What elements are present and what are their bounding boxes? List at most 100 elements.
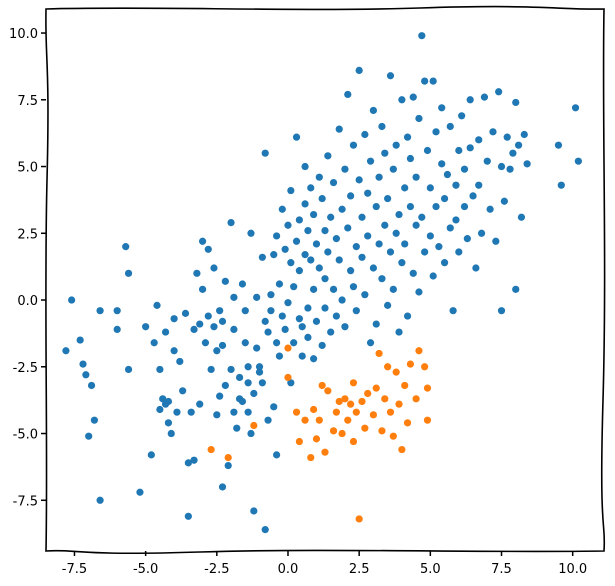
data-point bbox=[432, 128, 440, 136]
data-point bbox=[218, 317, 227, 325]
y-tick-label: 7.5 bbox=[17, 94, 38, 109]
data-point bbox=[295, 267, 303, 275]
data-point bbox=[472, 264, 480, 272]
data-point bbox=[378, 122, 386, 131]
data-point bbox=[338, 205, 346, 213]
data-point bbox=[324, 152, 332, 160]
data-point bbox=[338, 429, 346, 438]
data-point bbox=[401, 240, 409, 248]
data-point bbox=[412, 221, 420, 229]
data-point bbox=[429, 272, 437, 280]
x-tick-label: -2.5 bbox=[204, 562, 229, 577]
data-point bbox=[90, 416, 98, 424]
data-point bbox=[415, 347, 423, 355]
data-point bbox=[324, 387, 332, 395]
data-point bbox=[409, 269, 417, 277]
data-point bbox=[218, 483, 227, 491]
data-point bbox=[440, 194, 449, 203]
data-point bbox=[170, 347, 178, 355]
data-point bbox=[426, 184, 434, 192]
y-tick-label: -5.0 bbox=[13, 428, 38, 443]
data-point bbox=[324, 248, 332, 256]
data-point bbox=[96, 496, 104, 504]
data-point bbox=[238, 397, 247, 406]
data-point bbox=[184, 512, 192, 520]
data-point bbox=[503, 133, 511, 141]
data-point bbox=[230, 325, 238, 333]
data-point bbox=[244, 363, 252, 371]
data-point bbox=[244, 379, 252, 387]
data-point bbox=[156, 405, 164, 414]
data-point bbox=[486, 205, 494, 213]
data-point bbox=[389, 432, 397, 440]
data-point bbox=[372, 384, 380, 392]
data-point bbox=[310, 355, 318, 363]
data-point bbox=[423, 416, 432, 424]
data-point bbox=[315, 416, 323, 424]
data-point bbox=[227, 218, 235, 227]
data-point bbox=[310, 285, 318, 293]
data-point bbox=[344, 90, 352, 99]
data-point bbox=[446, 224, 454, 232]
data-point bbox=[344, 224, 352, 232]
data-point bbox=[438, 104, 446, 112]
data-point bbox=[492, 237, 500, 245]
data-point bbox=[395, 328, 403, 336]
data-point bbox=[423, 146, 432, 155]
data-point bbox=[273, 451, 281, 459]
data-point bbox=[329, 178, 338, 187]
data-point bbox=[349, 379, 358, 387]
data-point bbox=[517, 213, 526, 221]
data-point bbox=[235, 373, 244, 382]
data-point bbox=[207, 365, 215, 374]
data-point bbox=[352, 408, 360, 416]
data-point bbox=[304, 304, 312, 312]
data-point bbox=[506, 165, 514, 173]
data-point bbox=[233, 424, 241, 432]
data-point bbox=[201, 339, 210, 347]
data-point bbox=[113, 325, 121, 333]
data-point bbox=[142, 323, 150, 331]
data-point bbox=[352, 307, 360, 315]
data-point bbox=[335, 256, 343, 264]
data-point bbox=[384, 363, 392, 371]
data-point bbox=[318, 194, 326, 203]
data-point bbox=[574, 157, 582, 165]
data-point bbox=[497, 162, 506, 171]
data-point bbox=[310, 405, 318, 414]
data-point bbox=[435, 243, 443, 251]
x-axis-ticks: -7.5 -5.0 -2.5 0.0 2.5 5.0 7.5 10.0 bbox=[62, 551, 587, 577]
data-point bbox=[230, 293, 238, 301]
data-point bbox=[426, 232, 434, 240]
data-point bbox=[250, 421, 258, 430]
data-point bbox=[347, 267, 355, 275]
data-point bbox=[332, 408, 340, 416]
data-point bbox=[230, 408, 238, 416]
data-point bbox=[292, 408, 301, 416]
data-point bbox=[398, 96, 406, 104]
data-point bbox=[375, 173, 383, 181]
data-point bbox=[386, 408, 395, 416]
x-tick-label: 5.0 bbox=[420, 562, 441, 577]
data-point bbox=[571, 104, 580, 112]
data-point bbox=[198, 237, 207, 245]
data-point bbox=[255, 368, 264, 376]
data-point bbox=[460, 165, 469, 173]
data-point bbox=[475, 181, 483, 189]
data-point bbox=[452, 216, 460, 224]
data-point bbox=[415, 114, 423, 123]
data-point bbox=[85, 432, 93, 440]
data-point bbox=[273, 232, 281, 240]
data-point bbox=[398, 259, 406, 267]
data-point bbox=[406, 202, 415, 211]
x-tick-label: 0.0 bbox=[278, 562, 299, 577]
data-point bbox=[341, 165, 349, 173]
data-point bbox=[355, 176, 363, 184]
data-point bbox=[284, 221, 292, 229]
data-point bbox=[247, 429, 255, 438]
data-point bbox=[213, 411, 221, 419]
data-point bbox=[312, 240, 321, 248]
data-point bbox=[361, 424, 369, 432]
data-point bbox=[321, 275, 329, 283]
data-point bbox=[421, 248, 429, 256]
